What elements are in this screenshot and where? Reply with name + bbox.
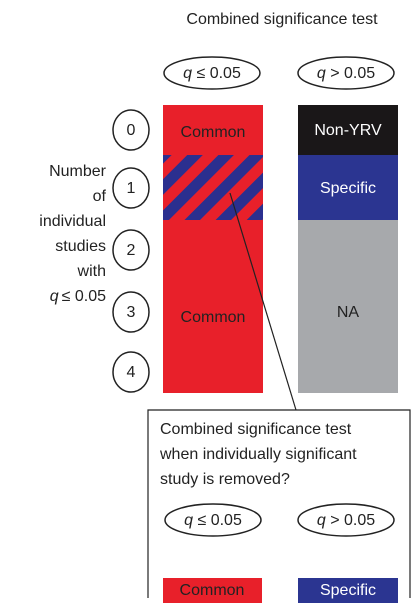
left-label-cond: ≤ 0.05: [62, 288, 106, 305]
non-yrv-block: [298, 105, 398, 155]
count-circle: [112, 351, 150, 393]
left-label-line: with: [77, 263, 106, 280]
column-label: Specific: [320, 180, 376, 197]
count-circle: [112, 109, 150, 151]
count-circles: 0 1 2 3 4: [112, 109, 150, 393]
column-label: Non-YRV: [314, 122, 382, 139]
result-common: [163, 578, 262, 603]
inset-text: study is removed?: [160, 471, 290, 488]
count-label: 0: [127, 122, 136, 139]
result-label: Common: [180, 582, 245, 599]
left-label: Number of individual studies with q ≤ 0.05: [39, 163, 106, 305]
inset-text: Combined significance test: [160, 421, 352, 438]
count-label: 3: [127, 304, 136, 321]
count-label: 4: [127, 364, 136, 381]
column-label: Common: [181, 309, 246, 326]
left-label-line: q ≤ 0.05: [50, 288, 106, 305]
specific-block: [298, 155, 398, 220]
count-circle: [112, 229, 150, 271]
column-label: Common: [181, 124, 246, 141]
test-ellipse: [297, 56, 395, 90]
left-label-line: studies: [55, 238, 106, 255]
inset-text: when individually significant: [159, 446, 357, 463]
column-label: NA: [337, 304, 360, 321]
mixed-block: [163, 155, 263, 220]
left-label-line: individual: [39, 213, 106, 230]
result-specific: [298, 578, 398, 603]
left-label-line: Number: [49, 163, 107, 180]
count-circle: [112, 291, 150, 333]
left-label-var: q: [50, 288, 59, 305]
test-ellipse: [164, 503, 262, 537]
significant-column: [163, 105, 263, 393]
test-ellipse: [297, 503, 395, 537]
count-label: 1: [127, 180, 136, 197]
test-label: q ≤ 0.05: [183, 65, 241, 82]
result-label: Specific: [320, 582, 376, 599]
left-label-line: of: [93, 188, 107, 205]
count-circle: [112, 167, 150, 209]
test-label: q > 0.05: [317, 512, 375, 529]
count-label: 2: [127, 242, 136, 259]
test-label: q > 0.05: [317, 65, 375, 82]
test-label: q ≤ 0.05: [184, 512, 242, 529]
connector: [229, 192, 297, 411]
inset-box: [147, 409, 411, 598]
na-block: [298, 220, 398, 393]
test-ellipse: [163, 56, 261, 90]
title: Combined significance test: [186, 11, 378, 28]
